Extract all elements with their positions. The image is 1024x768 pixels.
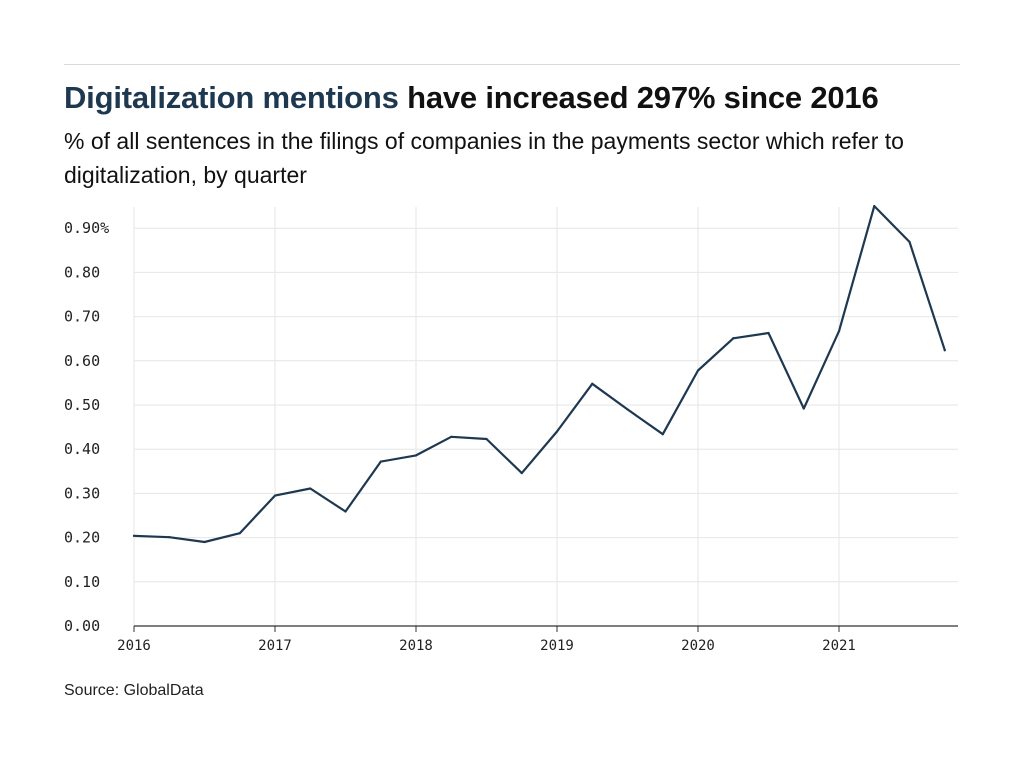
data-point	[379, 460, 382, 463]
data-point	[485, 437, 488, 441]
chart-title: Digitalization mentions have increased 2…	[64, 80, 879, 116]
y-tick-label: 0.70	[64, 308, 100, 326]
data-point	[732, 337, 735, 340]
data-point	[696, 369, 700, 372]
x-tick-labels: 2016 2017 2018 2019 2020 2021	[117, 638, 856, 654]
data-point	[802, 407, 805, 410]
y-tick-label: 0.80	[64, 263, 100, 281]
x-tick-label: 2019	[540, 638, 574, 654]
y-tick-label: 0.20	[64, 529, 100, 547]
series-line	[132, 205, 946, 544]
x-tick-label: 2020	[681, 638, 715, 654]
data-point	[168, 536, 171, 539]
data-point	[661, 433, 664, 436]
data-point	[767, 331, 770, 335]
data-point	[344, 510, 347, 513]
data-point	[238, 532, 241, 535]
x-tick-label: 2017	[258, 638, 292, 654]
data-point	[132, 534, 136, 537]
axes	[133, 625, 958, 632]
data-point	[309, 487, 312, 490]
y-tick-label: 0.90%	[64, 219, 109, 237]
x-tick-label: 2016	[117, 638, 151, 654]
data-point	[943, 349, 946, 352]
chart-title-highlight: Digitalization mentions	[64, 80, 399, 115]
data-point	[591, 382, 594, 385]
y-tick-label: 0.60	[64, 352, 100, 370]
data-point	[555, 430, 559, 433]
data-point	[908, 240, 911, 244]
data-point	[873, 205, 876, 208]
data-point	[273, 494, 277, 497]
grid-lines	[133, 207, 958, 626]
x-tick-label: 2021	[822, 638, 856, 654]
data-point	[203, 540, 206, 544]
top-divider	[64, 64, 960, 65]
x-tick-label: 2018	[399, 638, 433, 654]
y-tick-label: 0.00	[64, 617, 100, 635]
chart-subtitle: % of all sentences in the filings of com…	[64, 128, 904, 188]
data-point	[626, 408, 629, 411]
data-point	[450, 435, 453, 438]
y-tick-labels: 0.00 0.10 0.20 0.30 0.40 0.50 0.60 0.70 0.80 0.90…	[64, 219, 109, 635]
y-tick-label: 0.10	[64, 573, 100, 591]
line-chart: 0.00 0.10 0.20 0.30 0.40 0.50 0.60 0.70 0.80 0.90…	[64, 205, 958, 654]
source-note: Source: GlobalData	[64, 682, 204, 699]
y-tick-label: 0.50	[64, 396, 100, 414]
series	[132, 205, 946, 544]
data-point	[837, 330, 841, 333]
data-point	[414, 454, 418, 457]
y-tick-label: 0.40	[64, 440, 100, 458]
data-point	[520, 471, 523, 475]
chart-title-rest: have increased 297% since 2016	[398, 80, 879, 115]
y-tick-label: 0.30	[64, 484, 100, 502]
